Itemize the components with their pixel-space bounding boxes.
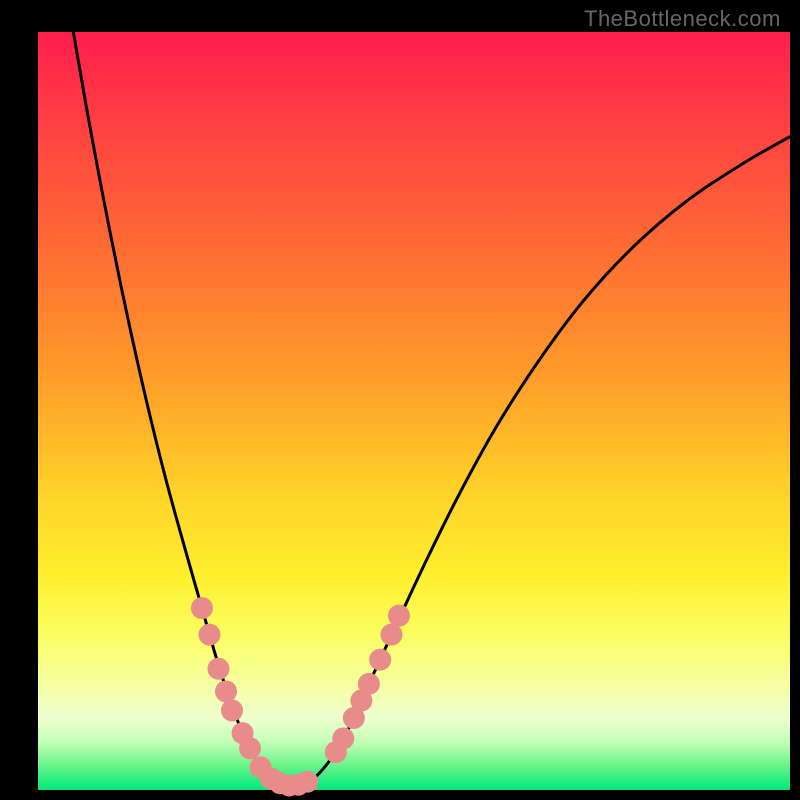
watermark-text: TheBottleneck.com	[584, 6, 781, 32]
chart-frame: TheBottleneck.com	[0, 0, 800, 800]
plot-gradient-background	[38, 32, 790, 790]
